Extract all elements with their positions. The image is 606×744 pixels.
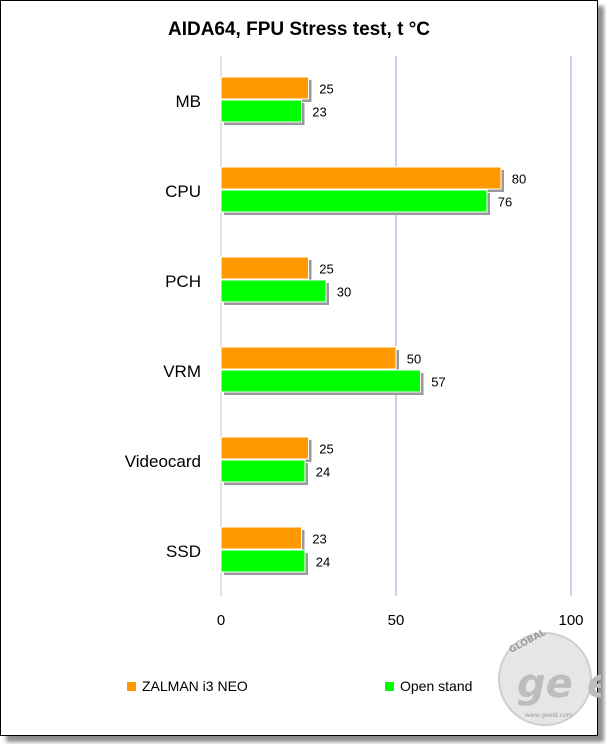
bar-0-1 bbox=[220, 166, 502, 190]
x-tick-label-0: 0 bbox=[217, 612, 225, 629]
category-label-5: SSD bbox=[166, 542, 201, 561]
data-label-0-0: 25 bbox=[319, 82, 333, 97]
data-label-1-2: 30 bbox=[337, 285, 351, 300]
chart-legend: ZALMAN i3 NEO Open stand bbox=[1, 678, 597, 698]
category-label-0: MB bbox=[176, 92, 202, 111]
bar-1-3 bbox=[220, 369, 421, 393]
data-label-1-4: 24 bbox=[316, 465, 330, 480]
legend-item-series-1: ZALMAN i3 NEO bbox=[127, 678, 248, 694]
legend-swatch-series-2 bbox=[385, 681, 394, 691]
watermark-logo: GLOBAL ge easy www.geeid.com bbox=[498, 628, 601, 726]
legend-swatch-series-1 bbox=[127, 681, 136, 691]
data-label-1-5: 24 bbox=[316, 555, 330, 570]
legend-item-series-2: Open stand bbox=[385, 678, 472, 694]
bar-0-0 bbox=[220, 76, 309, 100]
chart-title: AIDA64, FPU Stress test, t °C bbox=[167, 19, 431, 40]
bar-0-4 bbox=[220, 436, 309, 460]
data-label-1-1: 76 bbox=[498, 195, 512, 210]
watermark-logo-text: ge easy bbox=[517, 661, 601, 707]
legend-label-series-2: Open stand bbox=[400, 678, 473, 694]
x-tick-label-2: 100 bbox=[558, 612, 583, 629]
data-label-0-4: 25 bbox=[319, 442, 333, 457]
legend-label-series-1: ZALMAN i3 NEO bbox=[142, 678, 248, 694]
data-label-0-3: 50 bbox=[407, 352, 421, 367]
bar-0-5 bbox=[220, 526, 302, 550]
watermark-url-text: www.geeid.com bbox=[525, 712, 573, 719]
category-label-1: CPU bbox=[165, 182, 201, 201]
bar-0-2 bbox=[220, 256, 309, 280]
bar-1-4 bbox=[220, 459, 306, 483]
data-label-0-5: 23 bbox=[312, 532, 326, 547]
data-label-0-2: 25 bbox=[319, 262, 333, 277]
x-tick-label-1: 50 bbox=[388, 612, 405, 629]
bar-0-3 bbox=[220, 346, 397, 370]
data-label-0-1: 80 bbox=[512, 172, 526, 187]
bar-1-2 bbox=[220, 279, 327, 303]
category-label-4: Videocard bbox=[125, 452, 201, 471]
category-label-3: VRM bbox=[163, 362, 201, 381]
bar-1-5 bbox=[220, 549, 306, 573]
bar-1-0 bbox=[220, 99, 302, 123]
category-label-2: PCH bbox=[165, 272, 201, 291]
data-label-1-3: 57 bbox=[431, 375, 445, 390]
bar-1-1 bbox=[220, 189, 488, 213]
data-label-1-0: 23 bbox=[312, 105, 326, 120]
